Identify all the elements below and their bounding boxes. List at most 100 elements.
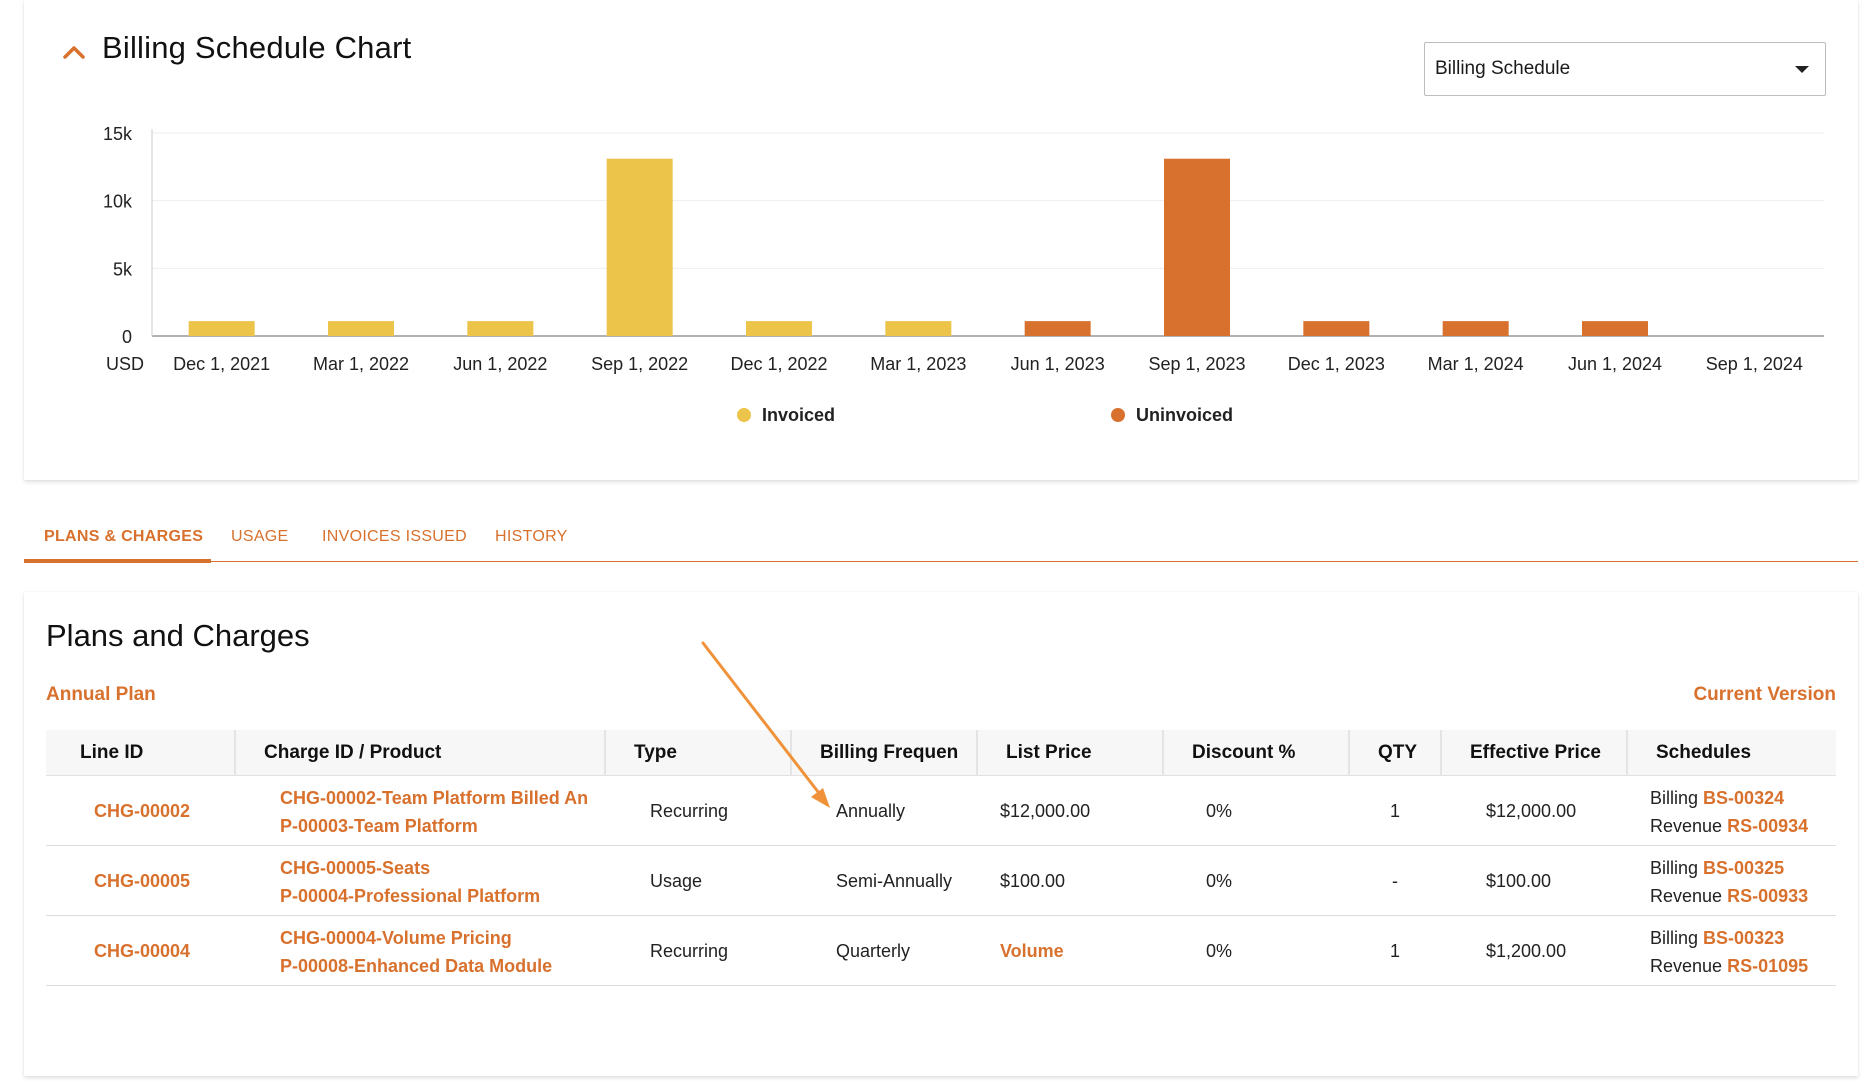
y-tick-label: 15k xyxy=(103,124,133,144)
bar-uninvoiced xyxy=(1303,321,1370,336)
schedule-type-selected-value: Billing Schedule xyxy=(1435,58,1571,79)
charge-type: Usage xyxy=(650,871,703,891)
charge-id-link[interactable]: CHG-00002-Team Platform Billed An xyxy=(280,788,589,808)
line-id-link[interactable]: CHG-00004 xyxy=(94,941,191,961)
billing-schedule-link[interactable]: BS-00323 xyxy=(1703,928,1785,948)
billing-schedule-chart: 0 5k 10k 15k USD Dec 1, 2021 Mar 1, 2022 Jun 1,… xyxy=(103,124,1824,425)
quantity: 1 xyxy=(1390,801,1401,821)
product-link[interactable]: P-00004-Professional Platform xyxy=(280,886,541,906)
discount-percent: 0% xyxy=(1206,941,1233,961)
bar-uninvoiced xyxy=(1582,321,1648,336)
bar-uninvoiced xyxy=(1442,321,1509,336)
x-tick-label: Sep 1, 2023 xyxy=(1148,354,1245,374)
bar-invoiced xyxy=(746,321,812,336)
x-tick-label: Dec 1, 2021 xyxy=(173,354,270,374)
y-tick-label: 0 xyxy=(122,327,132,347)
column-resize-handle[interactable] xyxy=(1348,730,1350,776)
column-header-discount[interactable]: Discount % xyxy=(1192,742,1296,763)
column-resize-handle[interactable] xyxy=(1162,730,1164,776)
effective-price: $100.00 xyxy=(1486,871,1552,891)
column-header-effective-price[interactable]: Effective Price xyxy=(1470,742,1601,763)
bar-invoiced xyxy=(467,321,534,336)
charge-type: Recurring xyxy=(650,801,729,821)
column-header-line-id[interactable]: Line ID xyxy=(80,742,144,763)
tab-usage[interactable]: USAGE xyxy=(231,528,289,545)
line-id-link[interactable]: CHG-00005 xyxy=(94,871,191,891)
tab-plans-and-charges[interactable]: PLANS & CHARGES xyxy=(44,528,204,545)
x-tick-label: Jun 1, 2022 xyxy=(453,354,547,374)
legend-label-uninvoiced: Uninvoiced xyxy=(1136,405,1233,425)
volume-pricing-link[interactable]: Volume xyxy=(1000,941,1064,961)
revenue-schedule-label: Revenue xyxy=(1650,956,1723,976)
column-header-charge-product[interactable]: Charge ID / Product xyxy=(264,742,442,763)
billing-schedule-link[interactable]: BS-00324 xyxy=(1703,788,1785,808)
schedule-type-select[interactable]: Billing Schedule xyxy=(1424,42,1826,96)
discount-percent: 0% xyxy=(1206,801,1233,821)
column-resize-handle[interactable] xyxy=(604,730,606,776)
bar-invoiced xyxy=(885,321,952,336)
charges-table: Line ID Charge ID / Product Type Billing… xyxy=(46,730,1836,986)
revenue-schedule-label: Revenue xyxy=(1650,886,1723,906)
column-header-schedules[interactable]: Schedules xyxy=(1656,742,1752,763)
effective-price: $1,200.00 xyxy=(1486,941,1567,961)
x-tick-label: Jun 1, 2023 xyxy=(1011,354,1105,374)
x-tick-label: Mar 1, 2023 xyxy=(870,354,966,374)
y-tick-label: 10k xyxy=(103,192,133,212)
legend-swatch-uninvoiced xyxy=(1111,408,1125,422)
column-resize-handle[interactable] xyxy=(976,730,978,776)
billing-schedule-label: Billing xyxy=(1650,858,1699,878)
list-price: $12,000.00 xyxy=(1000,801,1091,821)
y-unit-label: USD xyxy=(106,354,144,374)
list-price: $100.00 xyxy=(1000,871,1066,891)
column-resize-handle[interactable] xyxy=(1626,730,1628,776)
column-resize-handle[interactable] xyxy=(790,730,792,776)
legend-swatch-invoiced xyxy=(737,408,751,422)
billing-frequency: Annually xyxy=(836,801,906,821)
column-resize-handle[interactable] xyxy=(1440,730,1442,776)
effective-price: $12,000.00 xyxy=(1486,801,1577,821)
x-tick-label: Jun 1, 2024 xyxy=(1568,354,1662,374)
bar-invoiced xyxy=(328,321,394,336)
billing-schedule-label: Billing xyxy=(1650,928,1699,948)
tab-invoices-issued[interactable]: INVOICES ISSUED xyxy=(322,528,467,545)
quantity: 1 xyxy=(1390,941,1401,961)
billing-schedule-card: Billing Schedule Chart Billing Schedule … xyxy=(24,0,1858,480)
revenue-schedule-label: Revenue xyxy=(1650,816,1723,836)
table-row: CHG-00004 CHG-00004-Volume Pricing P-000… xyxy=(46,916,1836,986)
billing-schedule-label: Billing xyxy=(1650,788,1699,808)
bar-uninvoiced xyxy=(1024,321,1091,336)
product-link[interactable]: P-00008-Enhanced Data Module xyxy=(280,956,553,976)
x-tick-label: Sep 1, 2022 xyxy=(591,354,688,374)
revenue-schedule-link[interactable]: RS-01095 xyxy=(1727,956,1809,976)
product-link[interactable]: P-00003-Team Platform xyxy=(280,816,478,836)
current-version-link[interactable]: Current Version xyxy=(1693,684,1836,705)
tab-history[interactable]: HISTORY xyxy=(495,528,568,545)
column-header-qty[interactable]: QTY xyxy=(1378,742,1418,763)
charge-type: Recurring xyxy=(650,941,729,961)
x-tick-label: Dec 1, 2023 xyxy=(1288,354,1385,374)
revenue-schedule-link[interactable]: RS-00934 xyxy=(1727,816,1809,836)
column-header-type[interactable]: Type xyxy=(634,742,677,763)
revenue-schedule-link[interactable]: RS-00933 xyxy=(1727,886,1809,906)
column-header-list-price[interactable]: List Price xyxy=(1006,742,1092,763)
x-tick-label: Dec 1, 2022 xyxy=(730,354,827,374)
charge-id-link[interactable]: CHG-00005-Seats xyxy=(280,858,431,878)
column-header-billing-frequency[interactable]: Billing Frequen xyxy=(820,742,959,763)
plan-name-link[interactable]: Annual Plan xyxy=(46,684,156,705)
charge-id-link[interactable]: CHG-00004-Volume Pricing xyxy=(280,928,512,948)
x-tick-label: Mar 1, 2022 xyxy=(313,354,409,374)
quantity: - xyxy=(1392,871,1398,891)
y-tick-label: 5k xyxy=(113,259,133,279)
chevron-down-icon xyxy=(1795,66,1809,73)
collapse-chevron-up-icon[interactable] xyxy=(54,32,94,72)
line-id-link[interactable]: CHG-00002 xyxy=(94,801,191,821)
billing-schedule-link[interactable]: BS-00325 xyxy=(1703,858,1785,878)
tab-bar: PLANS & CHARGES USAGE INVOICES ISSUED HI… xyxy=(24,520,1858,563)
billing-frequency: Semi-Annually xyxy=(836,871,953,891)
bar-invoiced xyxy=(606,158,673,336)
section-title: Plans and Charges xyxy=(46,618,310,653)
x-tick-label: Sep 1, 2024 xyxy=(1706,354,1803,374)
column-resize-handle[interactable] xyxy=(234,730,236,776)
x-tick-label: Mar 1, 2024 xyxy=(1428,354,1524,374)
plans-and-charges-card: Plans and Charges Annual Plan Current Ve… xyxy=(24,592,1858,1076)
